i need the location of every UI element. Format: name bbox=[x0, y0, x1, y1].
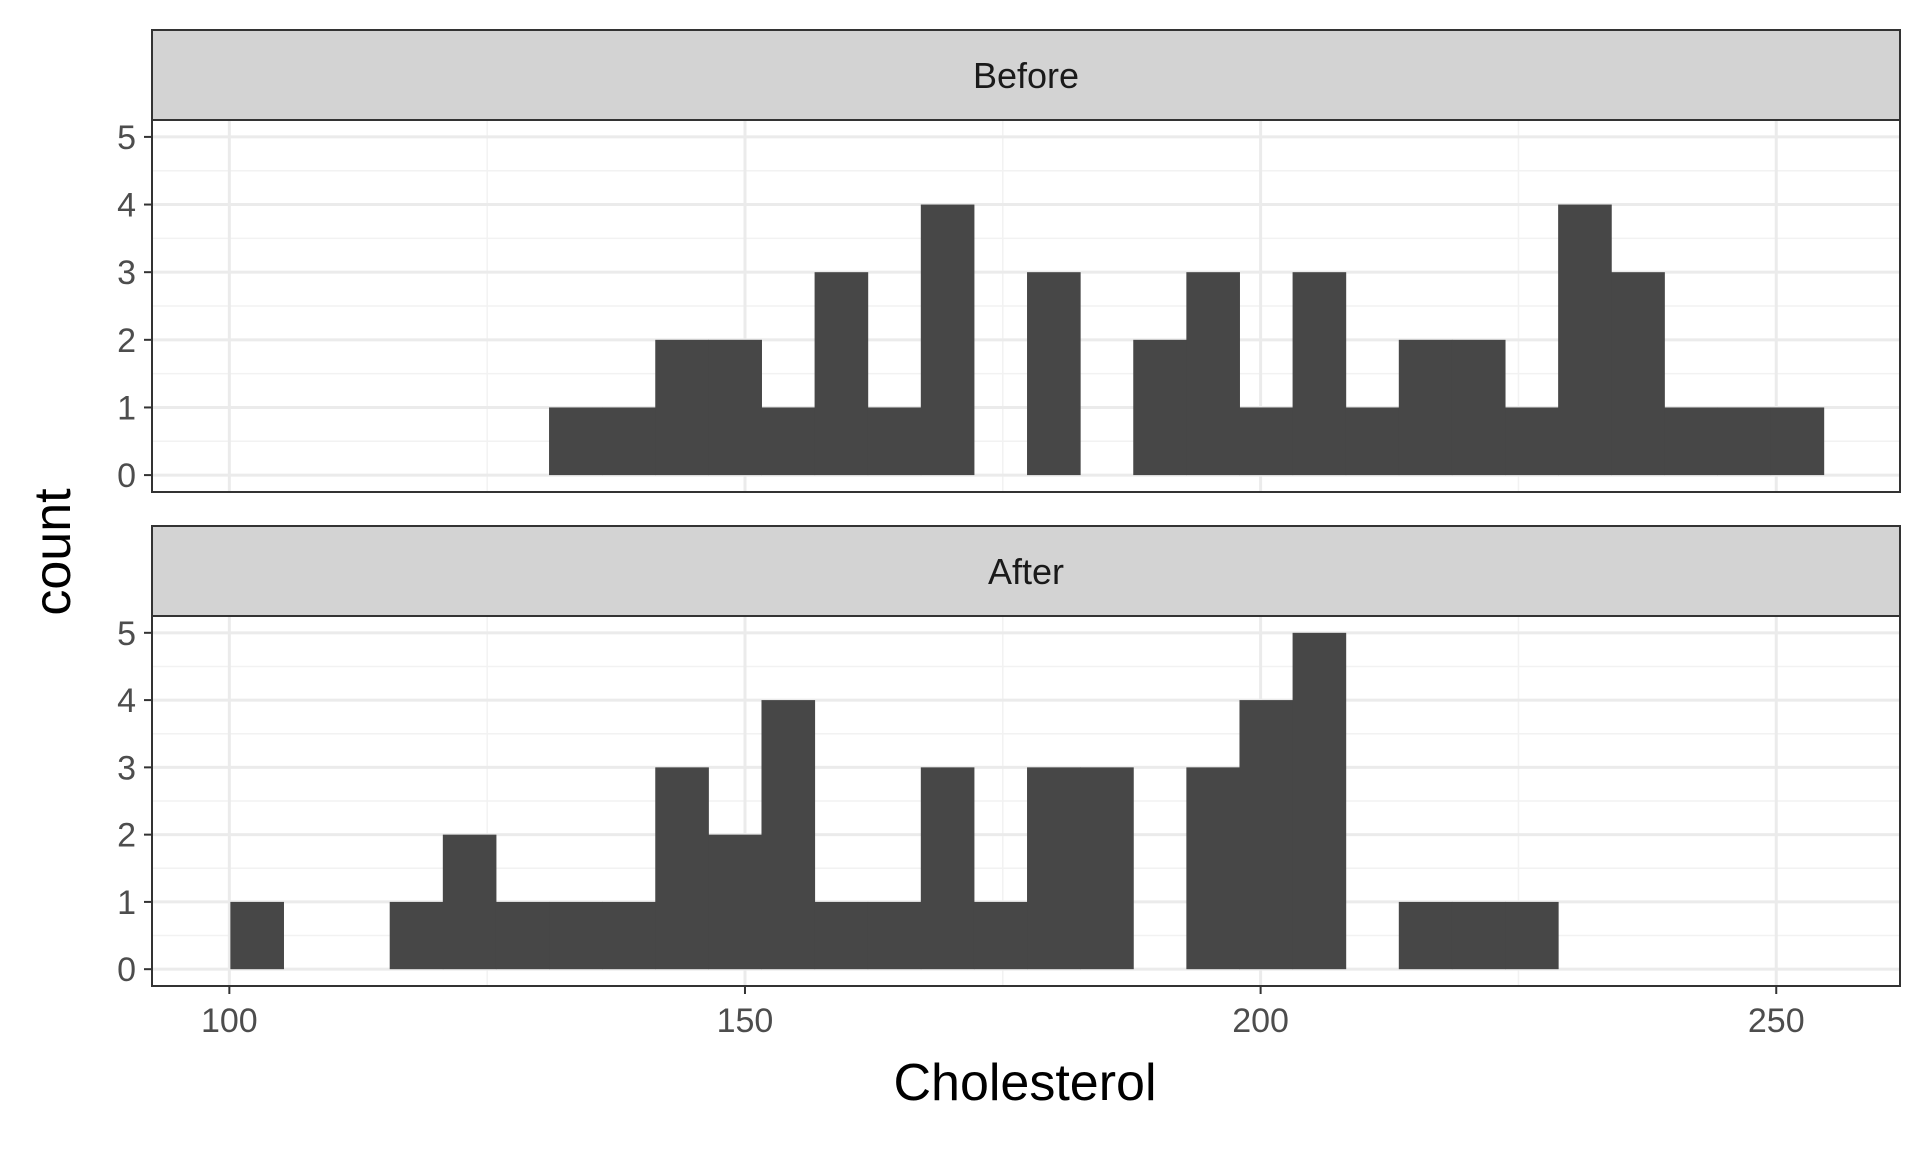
histogram-bar bbox=[814, 272, 869, 476]
panel-border bbox=[151, 119, 1901, 493]
x-tick-label: 250 bbox=[1748, 1002, 1805, 1040]
histogram-bar bbox=[1611, 272, 1665, 476]
histogram-bar bbox=[1398, 901, 1453, 970]
histogram-bar bbox=[549, 901, 603, 970]
histogram-bar bbox=[1398, 339, 1453, 476]
histogram-bar bbox=[920, 767, 975, 970]
y-tick-label: 5 bbox=[117, 615, 136, 653]
y-tick-label: 0 bbox=[117, 457, 136, 495]
histogram-bar bbox=[761, 700, 816, 970]
histogram-bar bbox=[1451, 339, 1506, 476]
histogram-bar bbox=[655, 767, 709, 970]
y-tick-label: 3 bbox=[117, 254, 136, 292]
histogram-bar bbox=[1239, 700, 1294, 970]
histogram-bar bbox=[1292, 632, 1347, 970]
facet-strip-label: After bbox=[988, 551, 1064, 592]
histogram-bar bbox=[708, 339, 762, 476]
histogram-bar bbox=[708, 834, 762, 970]
facet-strip bbox=[151, 525, 1901, 617]
panel-border bbox=[151, 615, 1901, 987]
histogram-bar bbox=[1345, 407, 1400, 476]
y-tick-label: 1 bbox=[117, 389, 136, 427]
histogram-bar bbox=[1505, 407, 1559, 476]
histogram-bar bbox=[549, 407, 603, 476]
histogram-bar bbox=[814, 901, 869, 970]
histogram-bar bbox=[602, 407, 656, 476]
histogram-bar bbox=[761, 407, 816, 476]
facet-strip-label: Before bbox=[973, 55, 1079, 96]
y-tick-label: 5 bbox=[117, 119, 136, 157]
histogram-bar bbox=[389, 901, 444, 970]
y-tick-label: 1 bbox=[117, 884, 136, 922]
y-tick-label: 2 bbox=[117, 817, 136, 855]
histogram-bar bbox=[1186, 767, 1240, 970]
histogram-bar bbox=[867, 407, 922, 476]
histogram-bar bbox=[1027, 767, 1081, 970]
x-axis-title: Cholesterol bbox=[893, 1054, 1156, 1112]
histogram-bar bbox=[973, 901, 1028, 970]
y-tick-label: 3 bbox=[117, 749, 136, 787]
y-axis-title: count bbox=[24, 488, 82, 616]
facet-strip bbox=[151, 29, 1901, 121]
facet-after: After 0 1 2 3 4 5 bbox=[117, 525, 1901, 989]
histogram-bar bbox=[867, 901, 922, 970]
y-tick-label: 2 bbox=[117, 322, 136, 360]
facets-group: Before 0 1 2 3 4 5 After 0 1 2 3 4 5 bbox=[117, 29, 1901, 989]
histogram-bar bbox=[1505, 901, 1559, 970]
histogram-bar bbox=[1717, 407, 1772, 476]
histogram-bar bbox=[920, 204, 975, 476]
histogram-bar bbox=[442, 834, 497, 970]
y-tick-label: 0 bbox=[117, 951, 136, 989]
histogram-bar bbox=[1558, 204, 1612, 476]
histogram-bar bbox=[230, 901, 284, 970]
histogram-bar bbox=[1664, 407, 1718, 476]
histogram-bar bbox=[1770, 407, 1825, 476]
histogram-bar bbox=[1292, 272, 1347, 476]
x-tick-label: 100 bbox=[201, 1002, 258, 1040]
histogram-bar bbox=[1239, 407, 1294, 476]
histogram-bar bbox=[1133, 339, 1187, 476]
histogram-bar bbox=[1451, 901, 1506, 970]
histogram-bar bbox=[1080, 767, 1134, 970]
y-tick-label: 4 bbox=[117, 187, 136, 225]
x-axis: 100 150 200 250 bbox=[201, 986, 1805, 1040]
histogram-bar bbox=[655, 339, 709, 476]
histogram-bar bbox=[1027, 272, 1081, 476]
x-tick-label: 200 bbox=[1232, 1002, 1289, 1040]
histogram-bar bbox=[495, 901, 550, 970]
x-tick-label: 150 bbox=[717, 1002, 774, 1040]
y-tick-label: 4 bbox=[117, 682, 136, 720]
histogram-bar bbox=[602, 901, 656, 970]
facet-before: Before 0 1 2 3 4 5 bbox=[117, 29, 1901, 495]
histogram-bar bbox=[1186, 272, 1240, 476]
